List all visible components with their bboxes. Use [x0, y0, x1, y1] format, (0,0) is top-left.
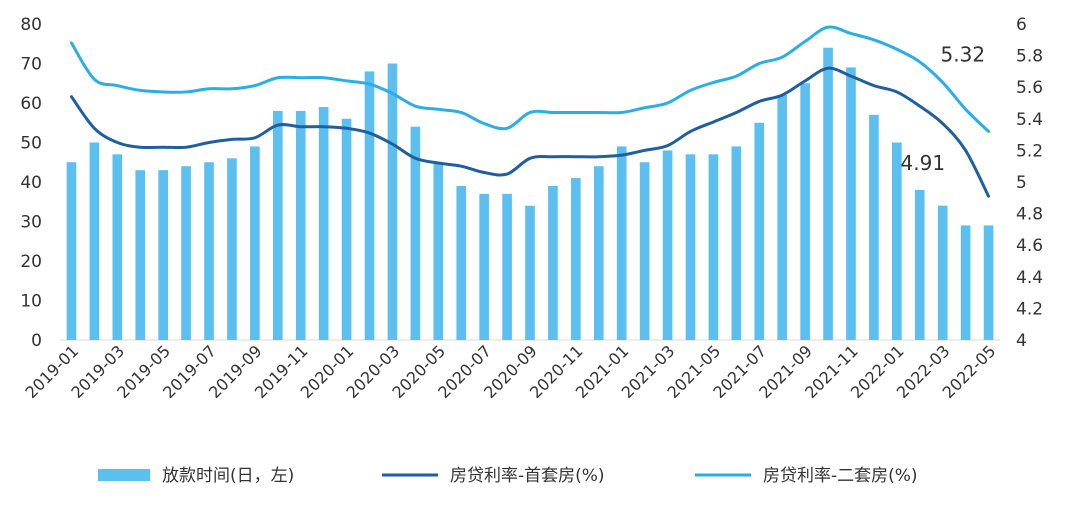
- bar-2021-02: [639, 162, 650, 340]
- y-right-tick-label: 4.6: [1016, 236, 1043, 256]
- y-right-tick-label: 4.2: [1016, 299, 1043, 319]
- bar-2019-01: [66, 162, 77, 340]
- bar-2022-05: [983, 225, 994, 340]
- bar-2020-10: [548, 185, 558, 340]
- right-y-axis: 4 4.2 4.4 4.6 4.8 5 5.2 5.4 5.6 5.8 6: [1016, 15, 1043, 351]
- y-left-tick-label: 60: [20, 94, 42, 114]
- x-axis-ticks: 2019-012019-032019-052019-072019-092019-…: [22, 341, 1000, 402]
- bar-2021-08: [777, 95, 788, 340]
- y-right-tick-label: 5.4: [1016, 110, 1043, 130]
- left-y-axis: 0 10 20 30 40 50 60 70 80: [20, 15, 42, 351]
- bar-2022-04: [960, 225, 971, 340]
- bar-2021-05: [708, 154, 719, 340]
- legend-label-bar: 放款时间(日，左): [162, 466, 294, 486]
- bar-2021-06: [731, 146, 742, 340]
- y-left-tick-label: 30: [20, 213, 42, 233]
- bar-2021-10: [823, 47, 833, 340]
- y-right-tick-label: 4.4: [1016, 268, 1043, 288]
- bar-2019-10: [272, 110, 283, 341]
- y-left-tick-label: 80: [20, 15, 42, 35]
- bar-2020-08: [502, 193, 512, 340]
- bar-2020-07: [479, 193, 489, 340]
- y-left-tick-label: 70: [20, 55, 42, 75]
- y-left-tick-label: 0: [31, 331, 42, 351]
- bar-2020-06: [456, 185, 467, 340]
- y-right-tick-label: 5.2: [1016, 141, 1043, 161]
- y-right-tick-label: 4.8: [1016, 205, 1043, 225]
- bar-2021-01: [616, 146, 627, 340]
- legend-label-line-second: 房贷利率-二套房(%): [763, 466, 918, 486]
- legend: 放款时间(日，左) 房贷利率-首套房(%) 房贷利率-二套房(%): [98, 466, 918, 486]
- bar-2019-05: [158, 170, 168, 340]
- bar-2021-09: [800, 83, 810, 340]
- y-right-tick-label: 5: [1016, 173, 1027, 193]
- y-right-tick-label: 5.8: [1016, 47, 1043, 67]
- bar-2022-02: [914, 189, 925, 340]
- bar-2019-08: [227, 158, 237, 340]
- annotation-label: 4.91: [901, 151, 946, 175]
- line-second-home-rate: [69, 25, 991, 133]
- bar-2021-12: [869, 114, 879, 340]
- y-left-tick-label: 20: [20, 252, 42, 272]
- bar-2020-04: [410, 126, 421, 340]
- bar-2019-11: [295, 110, 306, 341]
- bar-2019-12: [318, 106, 329, 340]
- annotations: 5.32 4.91: [901, 42, 986, 175]
- bar-2020-02: [364, 71, 375, 341]
- legend-label-line-first: 房贷利率-首套房(%): [450, 466, 605, 486]
- legend-swatch-bar: [98, 469, 150, 481]
- bar-2019-02: [89, 142, 100, 340]
- bar-2019-06: [181, 166, 191, 340]
- y-right-tick-label: 5.6: [1016, 78, 1043, 98]
- y-left-tick-label: 40: [20, 173, 42, 193]
- bar-2022-01: [892, 142, 902, 340]
- bar-2020-09: [525, 205, 535, 340]
- bar-2019-03: [112, 154, 123, 340]
- bar-2021-07: [754, 122, 765, 340]
- bar-series-group: [66, 47, 994, 341]
- y-right-tick-label: 4: [1016, 331, 1027, 351]
- bar-2022-03: [937, 205, 948, 340]
- bar-2020-01: [341, 118, 352, 340]
- y-left-tick-label: 50: [20, 134, 42, 154]
- bar-2021-11: [846, 67, 856, 340]
- bar-2019-04: [135, 170, 146, 340]
- line-series-group: [69, 25, 991, 198]
- y-right-tick-label: 6: [1016, 15, 1027, 35]
- bar-2020-12: [593, 166, 604, 340]
- bar-2019-07: [204, 162, 214, 340]
- line-first-home-rate: [69, 66, 991, 198]
- bar-2021-03: [662, 150, 673, 340]
- annotation-label: 5.32: [941, 42, 986, 66]
- bar-2020-05: [433, 162, 444, 340]
- bar-2021-04: [685, 154, 696, 340]
- bar-2020-03: [387, 63, 398, 340]
- y-left-tick-label: 10: [20, 292, 42, 312]
- bar-2020-11: [571, 178, 581, 340]
- bar-2019-09: [250, 146, 260, 340]
